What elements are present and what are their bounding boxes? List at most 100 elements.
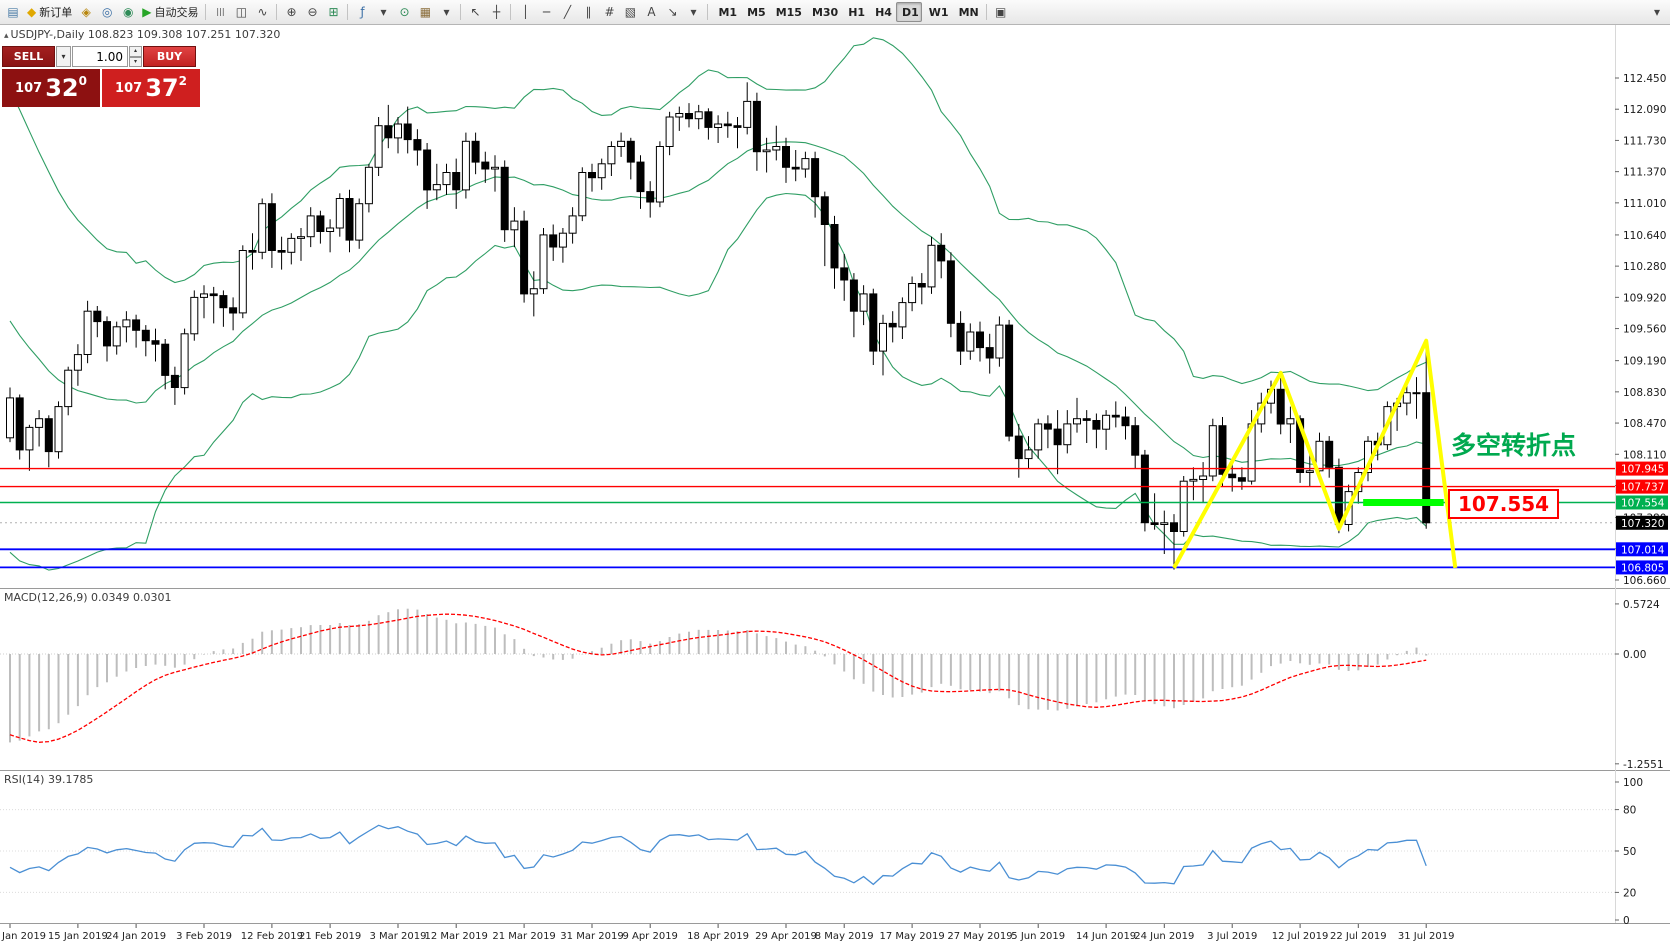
periods-icon: ⊙ (399, 5, 410, 19)
chart-shift-icon[interactable]: ◈ (76, 2, 96, 22)
timeframe-m30-button[interactable]: M30 (806, 2, 841, 22)
buy-button[interactable]: BUY (143, 46, 196, 67)
strategy-tester-icon[interactable]: ◉ (118, 2, 138, 22)
timeframe-mn-button[interactable]: MN (953, 2, 982, 22)
volume-increase-button[interactable]: ▴ (129, 46, 142, 57)
svg-text:Jan 2019: Jan 2019 (1, 931, 46, 942)
indicators-dropdown-icon: ▾ (380, 5, 387, 19)
new-order-button[interactable]: ◆ 新订单 (24, 2, 75, 22)
zoom-out-icon[interactable]: ⊖ (302, 2, 322, 22)
svg-text:50: 50 (1623, 846, 1636, 858)
svg-text:111.730: 111.730 (1623, 135, 1666, 147)
horizontal-level-lines (0, 467, 1615, 569)
timeframe-d1-button[interactable]: D1 (895, 2, 922, 22)
indicators-icon: ƒ (360, 5, 365, 19)
text-label-icon: A (647, 5, 656, 19)
svg-text:21 Feb 2019: 21 Feb 2019 (299, 931, 361, 942)
shapes-icon: ▧ (624, 5, 637, 19)
timeframe-w1-button[interactable]: W1 (923, 2, 952, 22)
toolbar-separator (347, 4, 349, 20)
rsi-pane (0, 809, 1615, 893)
svg-text:15 Jan 2019: 15 Jan 2019 (48, 931, 108, 942)
new-chart-icon[interactable]: ▤ (3, 2, 23, 22)
new-order-glyph: ◆ (27, 5, 37, 19)
crosshair-icon: ┼ (492, 5, 501, 19)
market-watch-icon: ◎ (101, 5, 113, 19)
trendline-icon[interactable]: ╱ (557, 2, 577, 22)
svg-text:0.5724: 0.5724 (1623, 599, 1660, 611)
tile-windows-icon[interactable]: ⊞ (323, 2, 343, 22)
toolbar-separator (985, 4, 987, 20)
indicators-dropdown-icon[interactable]: ▾ (373, 2, 393, 22)
templates-dropdown-icon[interactable]: ▾ (436, 2, 456, 22)
equidistant-channel-icon[interactable]: ∥ (578, 2, 598, 22)
sell-price-display[interactable]: 107 32 0 (2, 69, 100, 107)
objects-dropdown-icon[interactable]: ▾ (683, 2, 703, 22)
toolbar-overflow-icon[interactable]: ▾ (1647, 2, 1667, 22)
timeframe-h4-button[interactable]: H4 (869, 2, 895, 22)
equidistant-channel-icon: ∥ (585, 5, 592, 19)
timeframe-w1-button-label: W1 (928, 5, 949, 19)
buy-price-display[interactable]: 107 37 2 (102, 69, 200, 107)
svg-text:109.190: 109.190 (1623, 356, 1666, 368)
svg-text:110.280: 110.280 (1623, 261, 1666, 273)
svg-text:107.554: 107.554 (1621, 497, 1665, 509)
text-label-icon[interactable]: A (641, 2, 661, 22)
rsi-indicator-label: RSI(14) 39.1785 (4, 773, 94, 786)
tile-windows-icon: ⊞ (328, 5, 339, 19)
svg-text:107.320: 107.320 (1621, 518, 1664, 530)
timeframe-m15-button-label: M15 (775, 5, 802, 19)
candlestick-chart-icon[interactable]: ◫ (231, 2, 251, 22)
chart-properties-icon[interactable]: ▣ (991, 2, 1011, 22)
new-order-button-label: 新订单 (39, 6, 73, 19)
svg-text:3 Jul 2019: 3 Jul 2019 (1207, 931, 1257, 942)
volume-stepper: ▴ ▾ (129, 46, 142, 67)
autotrading-button[interactable]: ▶ 自动交易 (139, 2, 201, 22)
sell-button[interactable]: SELL (2, 46, 55, 67)
svg-text:100: 100 (1623, 777, 1643, 789)
price-scale[interactable]: 112.450 112.090 111.730 111.370 111.010 110.6… (1615, 73, 1668, 927)
svg-text:109.920: 109.920 (1623, 292, 1666, 304)
svg-text:9 Apr 2019: 9 Apr 2019 (622, 931, 677, 942)
periods-icon[interactable]: ⊙ (394, 2, 414, 22)
cursor-icon[interactable]: ↖ (465, 2, 485, 22)
bar-chart-icon: ||| (216, 7, 225, 16)
svg-text:106.805: 106.805 (1621, 562, 1664, 574)
indicators-icon[interactable]: ƒ (352, 2, 372, 22)
svg-text:8 May 2019: 8 May 2019 (815, 931, 874, 942)
horizontal-line-icon[interactable]: ─ (536, 2, 556, 22)
autotrading-glyph: ▶ (142, 5, 152, 19)
timeframe-m1-button[interactable]: M1 (712, 2, 740, 22)
toolbar-separator (707, 4, 709, 20)
symbol-ohlc-text: USDJPY-,Daily 108.823 109.308 107.251 10… (10, 28, 281, 41)
svg-text:31 Jul 2019: 31 Jul 2019 (1398, 931, 1455, 942)
volume-dropdown-button[interactable]: ▾ (56, 46, 71, 67)
market-watch-icon[interactable]: ◎ (97, 2, 117, 22)
timeframe-m5-button[interactable]: M5 (741, 2, 769, 22)
line-chart-icon: ∿ (257, 5, 268, 19)
collapse-panel-icon[interactable]: ▴ (4, 31, 9, 41)
svg-text:21 Mar 2019: 21 Mar 2019 (492, 931, 555, 942)
arrow-objects-icon[interactable]: ↘ (662, 2, 682, 22)
crosshair-icon[interactable]: ┼ (486, 2, 506, 22)
bar-chart-icon[interactable]: ||| (210, 2, 230, 22)
volume-decrease-button[interactable]: ▾ (129, 56, 142, 67)
templates-icon[interactable]: ▦ (415, 2, 435, 22)
fibonacci-icon[interactable]: # (599, 2, 619, 22)
volume-input[interactable] (72, 46, 128, 67)
line-chart-icon[interactable]: ∿ (252, 2, 272, 22)
fibonacci-icon: # (604, 5, 615, 19)
svg-text:112.450: 112.450 (1623, 73, 1666, 85)
svg-text:-1.2551: -1.2551 (1623, 759, 1664, 771)
vertical-line-icon[interactable]: │ (515, 2, 535, 22)
one-click-trade-panel: SELL ▾ ▴ ▾ BUY 107 32 0 107 37 2 (2, 46, 200, 107)
zoom-in-icon[interactable]: ⊕ (281, 2, 301, 22)
shapes-icon[interactable]: ▧ (620, 2, 640, 22)
candlestick-chart-icon: ◫ (235, 5, 248, 19)
svg-text:24 Jan 2019: 24 Jan 2019 (106, 931, 166, 942)
timeframe-h1-button[interactable]: H1 (842, 2, 868, 22)
arrow-objects-icon: ↘ (667, 5, 678, 19)
timeframe-m15-button[interactable]: M15 (770, 2, 805, 22)
